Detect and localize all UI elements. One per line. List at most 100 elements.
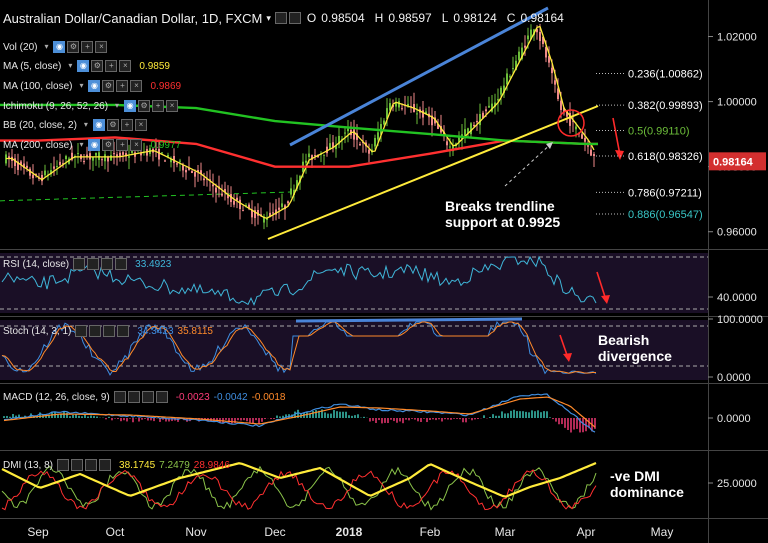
fib-level-label: 0.886(0.96547) [628,209,703,221]
settings-icon[interactable]: ⚙ [102,80,115,92]
macd-label[interactable]: MACD (12, 26, close, 9) [3,391,110,403]
close-icon[interactable] [117,325,130,337]
candle-body [473,124,475,127]
bearish-arrow-head [615,150,624,160]
macd-axis-label: 0.0000 [717,413,751,425]
add-icon[interactable] [103,325,116,337]
add-icon[interactable] [101,258,114,270]
rsi-arrow-line [596,271,607,301]
candle-body [377,132,379,140]
candle-body [527,35,529,40]
close-icon[interactable]: × [95,41,108,53]
dropdown-icon[interactable]: ▾ [115,101,120,110]
annotation-line: divergence [598,348,672,364]
settings-icon[interactable]: ⚙ [138,100,151,112]
settings-icon[interactable] [87,258,100,270]
eye-icon[interactable] [274,12,287,24]
bearish-divergence-annotation: Bearish divergence [598,332,672,364]
add-icon[interactable]: + [116,139,129,151]
eye-icon[interactable] [57,459,70,471]
close-icon[interactable]: × [130,139,143,151]
candle-body [308,153,310,157]
add-icon[interactable]: + [81,41,94,53]
candle-body [581,134,583,139]
candle-body [200,170,202,175]
eye-icon[interactable]: ◉ [53,41,66,53]
candle-body [281,203,283,207]
dropdown-icon[interactable]: ▾ [44,42,49,51]
indicator-name[interactable]: MA (5, close) [3,60,62,72]
candle-body [95,152,97,156]
close-icon[interactable]: × [119,60,132,72]
settings-icon[interactable] [288,12,301,24]
candle-body [284,205,286,210]
uptrend-support-line [267,105,599,240]
settings-icon[interactable] [127,391,140,403]
candle-body [389,103,391,111]
candle-body [563,107,565,113]
indicator-name[interactable]: Ichimoku (9, 26, 52, 26) [3,100,109,112]
dropdown-icon[interactable]: ▾ [79,140,84,149]
add-icon[interactable]: + [105,60,118,72]
close-icon[interactable] [115,258,128,270]
add-icon[interactable]: + [152,100,165,112]
settings-icon[interactable]: ⚙ [106,119,119,131]
x-axis-label: Feb [420,525,441,539]
candle-body [44,170,46,176]
add-icon[interactable] [141,391,154,403]
dmi-label[interactable]: DMI (13, 8) [3,459,54,471]
eye-icon[interactable]: ◉ [77,60,90,72]
settings-icon[interactable]: ⚙ [102,139,115,151]
close-icon[interactable]: × [134,119,147,131]
indicator-name[interactable]: MA (100, close) [3,80,73,92]
candle-body [518,51,520,61]
candle-body [170,159,172,163]
close-icon[interactable] [99,459,112,471]
dropdown-icon[interactable]: ▾ [68,61,73,70]
dropdown-icon[interactable]: ▾ [83,120,88,129]
eye-icon[interactable]: ◉ [92,119,105,131]
close-icon[interactable]: × [166,100,179,112]
eye-icon[interactable]: ◉ [88,139,101,151]
dropdown-icon[interactable]: ▾ [79,81,84,90]
symbol-title[interactable]: Australian Dollar/Canadian Dollar, 1D, F… [3,10,263,26]
add-icon[interactable]: + [116,80,129,92]
settings-icon[interactable] [71,459,84,471]
indicator-row: Ichimoku (9, 26, 52, 26) ▾ ◉ ⚙ + × [3,99,186,113]
indicator-row: MA (5, close) ▾ ◉ ⚙ + × 0.9859 [3,59,170,73]
indicator-name[interactable]: Vol (20) [3,41,38,53]
candle-body [587,145,589,147]
settings-icon[interactable]: ⚙ [67,41,80,53]
settings-icon[interactable]: ⚙ [91,60,104,72]
add-icon[interactable] [85,459,98,471]
candle-body [14,158,16,166]
eye-icon[interactable]: ◉ [124,100,137,112]
candle-body [239,199,241,210]
indicator-name[interactable]: MA (200, close) [3,139,73,151]
eye-icon[interactable] [113,391,126,403]
close-icon[interactable]: × [130,80,143,92]
ohlc-readout: O 0.98504 H 0.98597 L 0.98124 C 0.98164 [306,11,564,25]
eye-icon[interactable] [73,258,86,270]
candle-body [530,29,532,40]
rsi-label[interactable]: RSI (14, close) [3,258,70,270]
candle-body [572,120,574,122]
candle-body [539,32,541,42]
candle-body [245,205,247,207]
symbol-dropdown-icon[interactable]: ▾ [266,12,271,23]
candle-body [158,148,160,160]
candle-body [542,36,544,45]
candle-body [161,152,163,154]
eye-icon[interactable]: ◉ [88,80,101,92]
stoch-label[interactable]: Stoch (14, 3, 1) [3,325,72,337]
candle-body [359,144,361,146]
add-icon[interactable]: + [120,119,133,131]
settings-icon[interactable] [89,325,102,337]
eye-icon[interactable] [75,325,88,337]
candle-body [35,173,37,175]
dmi-axis-label: 25.0000 [717,478,757,490]
close-icon[interactable] [155,391,168,403]
indicator-name[interactable]: BB (20, close, 2) [3,119,77,131]
candle-body [182,165,184,171]
candle-body [188,167,190,170]
